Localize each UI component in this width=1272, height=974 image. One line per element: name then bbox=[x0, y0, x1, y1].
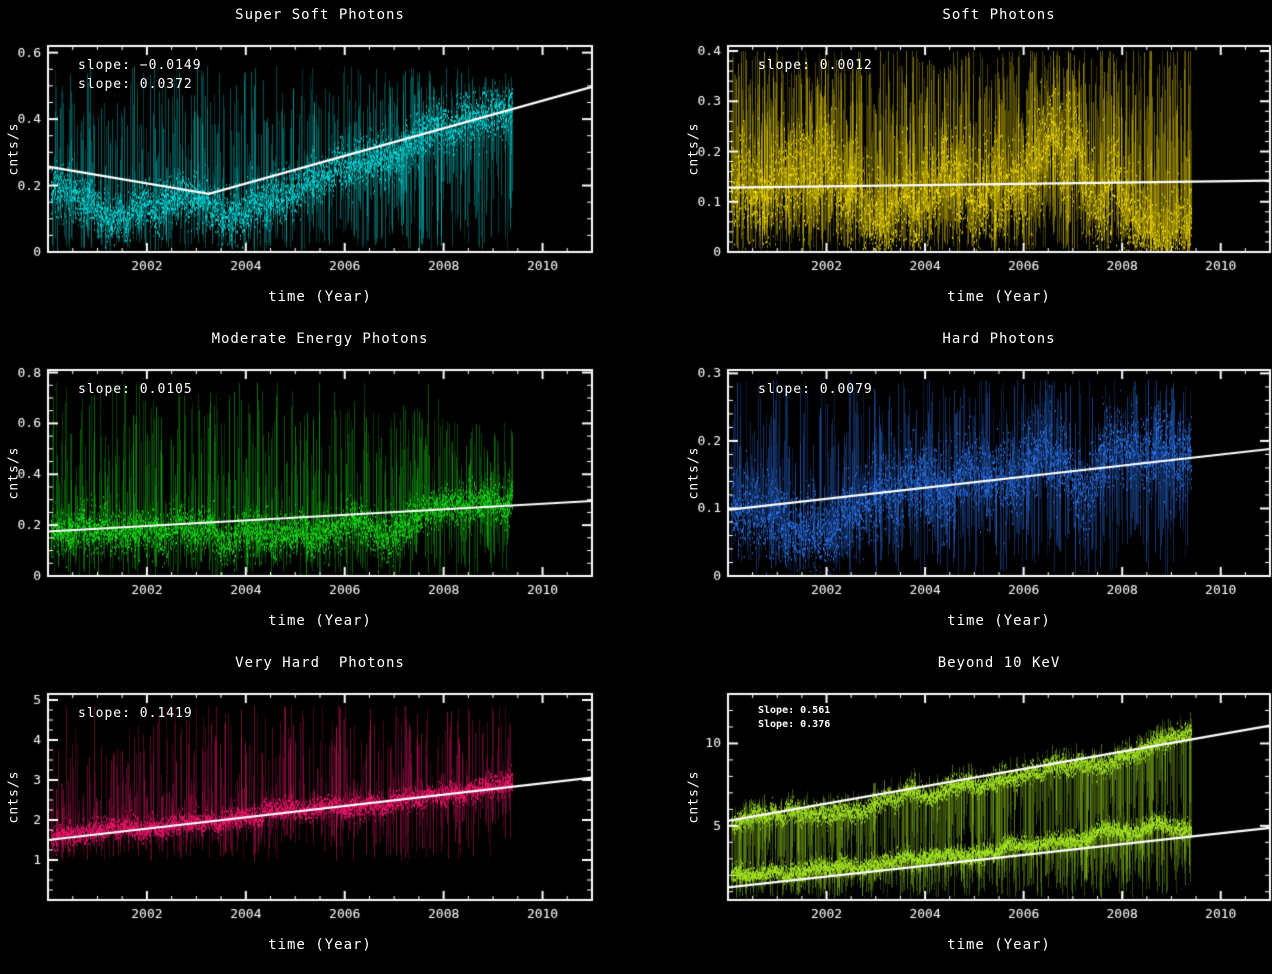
chart-panel: Very Hard Photons cnts/s time (Year) slo… bbox=[0, 648, 636, 972]
slope-annotation: slope: 0.0372 bbox=[78, 77, 193, 92]
plot-canvas bbox=[0, 648, 636, 972]
panel-title: Hard Photons bbox=[942, 331, 1056, 347]
plot-canvas bbox=[636, 648, 1272, 972]
chart-panel: Moderate Energy Photons cnts/s time (Yea… bbox=[0, 324, 636, 648]
x-axis-label: time (Year) bbox=[268, 289, 372, 305]
slope-annotations: slope: −0.0149 slope: 0.0372 bbox=[78, 56, 202, 94]
slope-annotation: slope: 0.0105 bbox=[78, 382, 193, 397]
slope-annotation: slope: −0.0149 bbox=[78, 58, 202, 73]
y-axis-label: cnts/s bbox=[6, 122, 22, 176]
plot-canvas bbox=[636, 0, 1272, 324]
slope-annotation: slope: 0.0079 bbox=[758, 382, 873, 397]
panel-title: Moderate Energy Photons bbox=[211, 331, 429, 347]
slope-annotations: slope: 0.0105 bbox=[78, 380, 193, 399]
plot-canvas bbox=[636, 324, 1272, 648]
slope-annotation: slope: 0.1419 bbox=[78, 706, 193, 721]
plot-canvas bbox=[0, 0, 636, 324]
panel-title: Super Soft Photons bbox=[235, 7, 405, 23]
slope-annotation: Slope: 0.561 bbox=[758, 705, 831, 716]
slope-annotations: Slope: 0.561 Slope: 0.376 bbox=[758, 704, 830, 732]
chart-panel: Hard Photons cnts/s time (Year) slope: 0… bbox=[636, 324, 1272, 648]
slope-annotation: slope: 0.0012 bbox=[758, 58, 873, 73]
x-axis-label: time (Year) bbox=[947, 289, 1051, 305]
x-axis-label: time (Year) bbox=[947, 937, 1051, 953]
plot-canvas bbox=[0, 324, 636, 648]
x-axis-label: time (Year) bbox=[947, 613, 1051, 629]
y-axis-label: cnts/s bbox=[6, 446, 22, 500]
x-axis-label: time (Year) bbox=[268, 613, 372, 629]
slope-annotation: Slope: 0.376 bbox=[758, 719, 831, 730]
chart-panel: Soft Photons cnts/s time (Year) slope: 0… bbox=[636, 0, 1272, 324]
panel-title: Very Hard Photons bbox=[235, 655, 405, 671]
panel-title: Soft Photons bbox=[942, 7, 1056, 23]
slope-annotations: slope: 0.1419 bbox=[78, 704, 193, 723]
slope-annotations: slope: 0.0079 bbox=[758, 380, 873, 399]
y-axis-label: cnts/s bbox=[686, 446, 702, 500]
y-axis-label: cnts/s bbox=[686, 122, 702, 176]
y-axis-label: cnts/s bbox=[6, 770, 22, 824]
chart-panel: Beyond 10 KeV cnts/s time (Year) Slope: … bbox=[636, 648, 1272, 972]
chart-panel: Super Soft Photons cnts/s time (Year) sl… bbox=[0, 0, 636, 324]
panel-title: Beyond 10 KeV bbox=[937, 655, 1061, 671]
slope-annotations: slope: 0.0012 bbox=[758, 56, 873, 75]
y-axis-label: cnts/s bbox=[686, 770, 702, 824]
x-axis-label: time (Year) bbox=[268, 937, 372, 953]
